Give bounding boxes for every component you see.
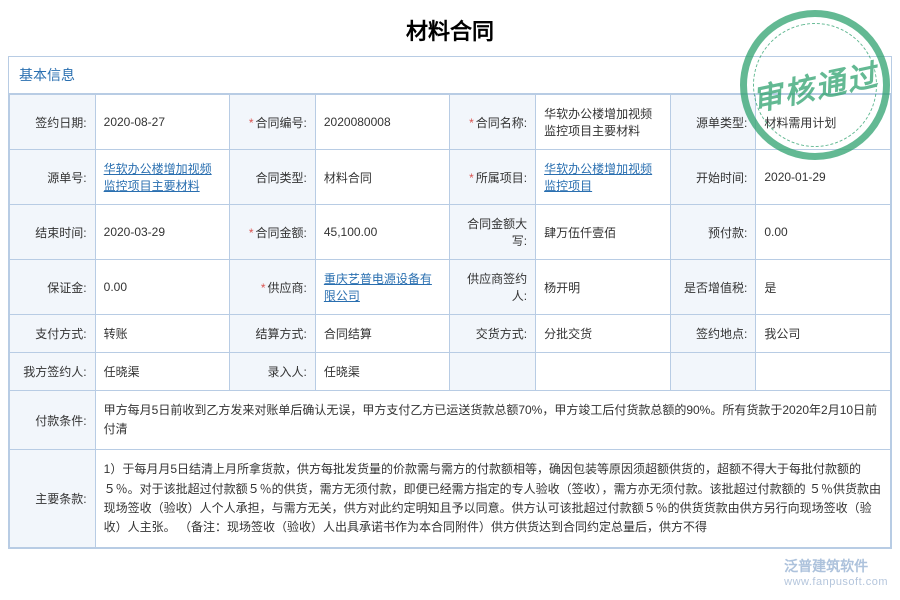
value-supplier: 重庆艺普电源设备有限公司 [315,260,450,315]
watermark-url: www.fanpusoft.com [784,576,888,588]
label-project: *所属项目: [450,150,536,205]
value-vat: 是 [756,260,891,315]
value-entry: 任晓渠 [315,353,450,391]
label-deposit: 保证金: [10,260,96,315]
link-project[interactable]: 华软办公楼增加视频监控项目 [544,162,652,193]
label-contract-type: 合同类型: [230,150,316,205]
label-main-terms: 主要条款: [10,450,96,548]
value-src-type: 材料需用计划 [756,95,891,150]
label-blank1 [450,353,536,391]
value-src-no: 华软办公楼增加视频监控项目主要材料 [95,150,230,205]
value-contract-type: 材料合同 [315,150,450,205]
value-contract-name: 华软办公楼增加视频监控项目主要材料 [536,95,671,150]
label-amount-cn: 合同金额大写: [450,205,536,260]
value-blank2 [756,353,891,391]
value-supplier-signer: 杨开明 [536,260,671,315]
label-supplier-signer: 供应商签约人: [450,260,536,315]
value-pay-method: 转账 [95,315,230,353]
label-start: 开始时间: [670,150,756,205]
label-vat: 是否增值税: [670,260,756,315]
value-project: 华软办公楼增加视频监控项目 [536,150,671,205]
label-src-type: 源单类型: [670,95,756,150]
value-deposit: 0.00 [95,260,230,315]
watermark-brand: 泛普建筑软件 [784,558,868,574]
page-title: 材料合同 [0,0,900,56]
value-sign-place: 我公司 [756,315,891,353]
label-supplier: *供应商: [230,260,316,315]
value-pay-terms: 甲方每月5日前收到乙方发来对账单后确认无误，甲方支付乙方已运送货款总额70%，甲… [95,391,890,450]
label-contract-name: *合同名称: [450,95,536,150]
label-pay-method: 支付方式: [10,315,96,353]
value-contract-no: 2020080008 [315,95,450,150]
label-sign-place: 签约地点: [670,315,756,353]
contract-form-table: 签约日期: 2020-08-27 *合同编号: 2020080008 *合同名称… [9,94,891,548]
value-amount: 45,100.00 [315,205,450,260]
label-amount: *合同金额: [230,205,316,260]
value-start: 2020-01-29 [756,150,891,205]
value-our-signer: 任晓渠 [95,353,230,391]
value-prepay: 0.00 [756,205,891,260]
value-amount-cn: 肆万伍仟壹佰 [536,205,671,260]
section-title-basic: 基本信息 [9,57,891,94]
basic-info-section: 基本信息 签约日期: 2020-08-27 *合同编号: 2020080008 … [8,56,892,549]
link-supplier[interactable]: 重庆艺普电源设备有限公司 [324,272,432,303]
label-sign-date: 签约日期: [10,95,96,150]
label-delivery: 交货方式: [450,315,536,353]
label-pay-terms: 付款条件: [10,391,96,450]
label-settle: 结算方式: [230,315,316,353]
value-blank1 [536,353,671,391]
value-sign-date: 2020-08-27 [95,95,230,150]
label-end: 结束时间: [10,205,96,260]
label-contract-no: *合同编号: [230,95,316,150]
link-src-no[interactable]: 华软办公楼增加视频监控项目主要材料 [104,162,212,193]
value-delivery: 分批交货 [536,315,671,353]
label-blank2 [670,353,756,391]
value-settle: 合同结算 [315,315,450,353]
value-main-terms: 1）于每月月5日结清上月所拿货款，供方每批发货量的价款需与需方的付款额相等，确因… [95,450,890,548]
label-entry: 录入人: [230,353,316,391]
label-prepay: 预付款: [670,205,756,260]
label-src-no: 源单号: [10,150,96,205]
label-our-signer: 我方签约人: [10,353,96,391]
value-end: 2020-03-29 [95,205,230,260]
watermark: 泛普建筑软件 www.fanpusoft.com [784,556,888,588]
